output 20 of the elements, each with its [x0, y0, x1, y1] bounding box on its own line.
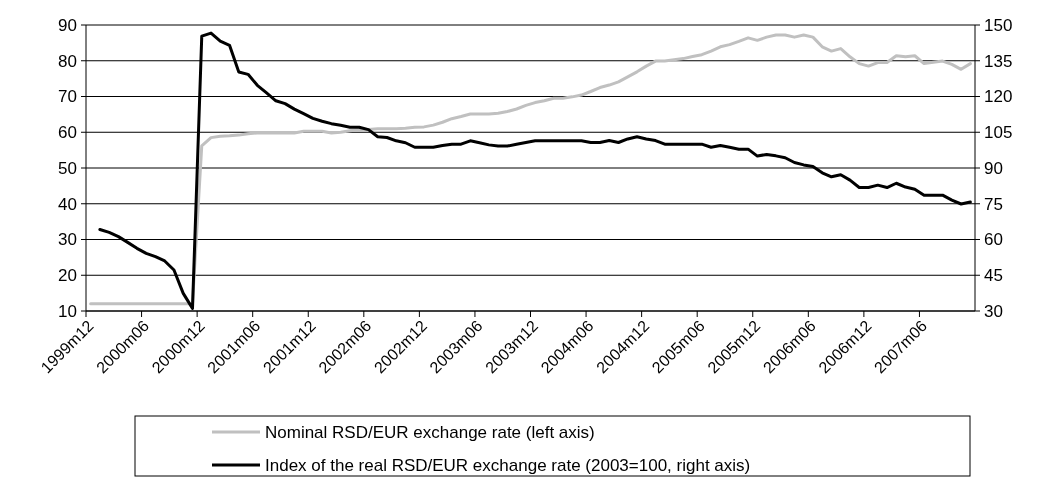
- y-tick-label: 60: [58, 123, 77, 143]
- y-tick-label: 70: [58, 87, 77, 107]
- y2-tick-label: 120: [984, 87, 1013, 107]
- legend-label: Index of the real RSD/EUR exchange rate (2003=100, right axis): [265, 455, 751, 475]
- y2-tick-label: 75: [984, 194, 1003, 214]
- y2-tick-label: 45: [984, 266, 1003, 286]
- y2-tick-label: 60: [984, 230, 1003, 250]
- y-tick-label: 50: [58, 158, 77, 178]
- y2-tick-label: 90: [984, 158, 1003, 178]
- y-tick-label: 40: [58, 194, 77, 214]
- y-tick-label: 10: [58, 301, 77, 321]
- y-tick-label: 20: [58, 266, 77, 286]
- y-tick-label: 90: [58, 15, 77, 35]
- y-tick-label: 30: [58, 230, 77, 250]
- y2-tick-label: 30: [984, 301, 1003, 321]
- y2-tick-label: 135: [984, 51, 1013, 71]
- y2-tick-label: 105: [984, 123, 1013, 143]
- legend-label: Nominal RSD/EUR exchange rate (left axis): [265, 422, 595, 442]
- y-tick-label: 80: [58, 51, 77, 71]
- y2-tick-label: 150: [984, 15, 1013, 35]
